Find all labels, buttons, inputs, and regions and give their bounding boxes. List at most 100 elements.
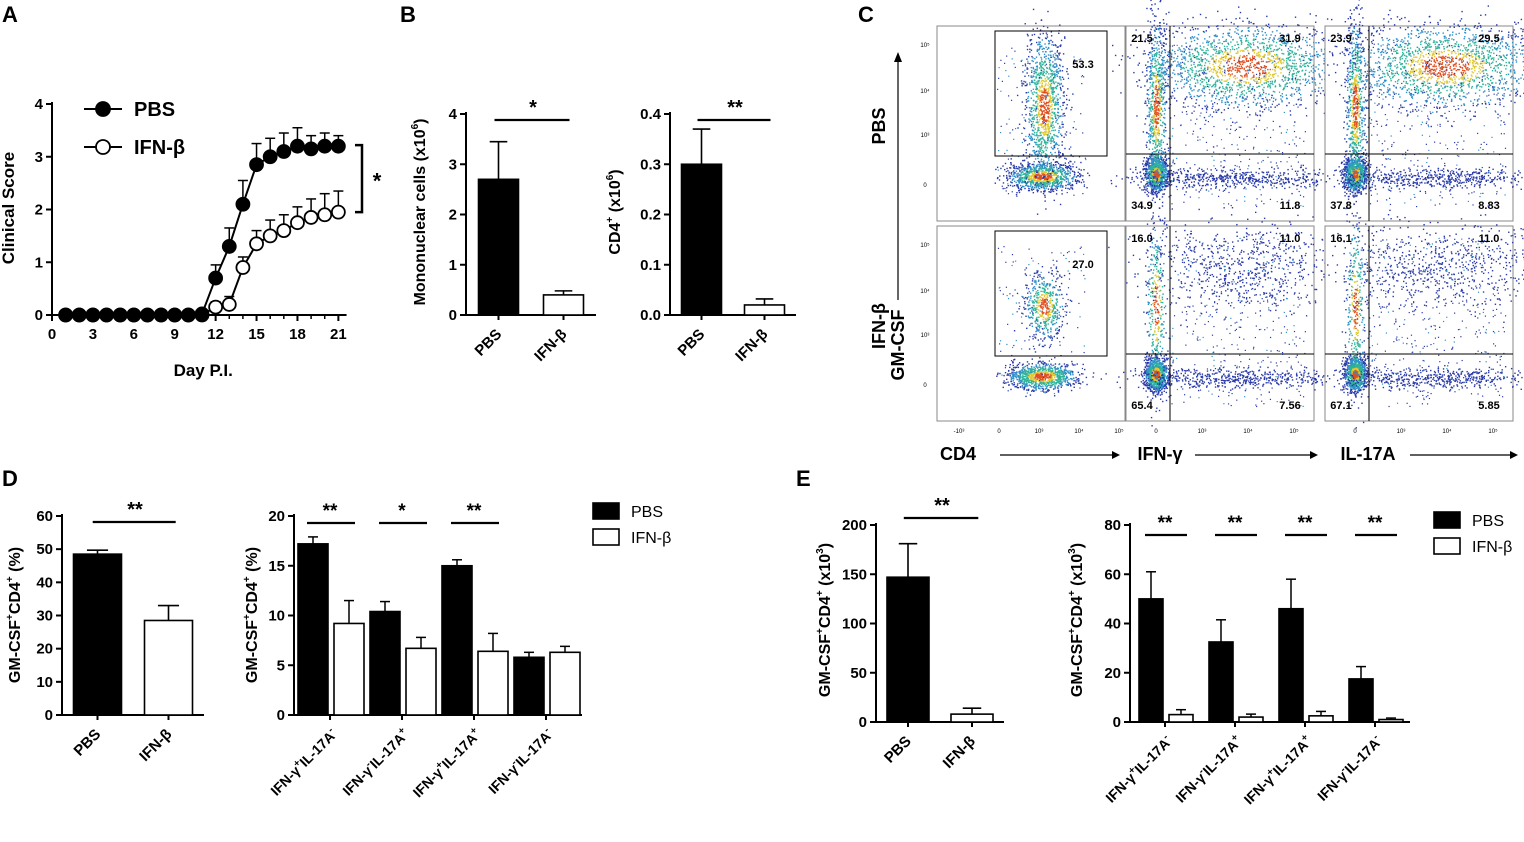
event-dot bbox=[1151, 129, 1154, 131]
event-dot bbox=[1150, 169, 1153, 171]
event-dot bbox=[1035, 141, 1038, 144]
event-dot bbox=[1047, 91, 1049, 93]
event-dot bbox=[1034, 152, 1036, 154]
event-dot bbox=[1151, 167, 1153, 169]
event-dot bbox=[1161, 74, 1163, 77]
event-dot bbox=[1165, 168, 1168, 170]
event-dot bbox=[1040, 94, 1043, 96]
event-dot bbox=[1241, 61, 1244, 63]
event-dot bbox=[1262, 28, 1265, 30]
event-dot bbox=[1143, 185, 1145, 187]
event-dot bbox=[1149, 180, 1152, 182]
event-dot bbox=[1156, 58, 1159, 61]
event-dot bbox=[1205, 77, 1208, 80]
event-dot bbox=[1055, 114, 1057, 116]
event-dot bbox=[1160, 86, 1162, 88]
event-dot bbox=[1148, 113, 1151, 116]
event-dot bbox=[1148, 111, 1150, 113]
event-dot bbox=[1055, 87, 1058, 90]
event-dot bbox=[1154, 75, 1156, 77]
event-dot bbox=[1049, 86, 1051, 89]
event-dot bbox=[1154, 146, 1156, 149]
event-dot bbox=[1157, 67, 1160, 70]
event-dot bbox=[1040, 142, 1043, 144]
event-dot bbox=[1150, 183, 1152, 185]
event-dot bbox=[1047, 188, 1050, 190]
event-dot bbox=[1198, 70, 1201, 72]
event-dot bbox=[1244, 48, 1246, 50]
event-dot bbox=[1145, 67, 1148, 69]
event-dot bbox=[1022, 64, 1024, 67]
event-dot bbox=[1162, 89, 1165, 91]
event-dot bbox=[1150, 186, 1152, 188]
event-dot bbox=[1038, 182, 1041, 185]
event-dot bbox=[1178, 47, 1180, 49]
event-dot bbox=[1022, 165, 1024, 167]
event-dot bbox=[1156, 49, 1159, 51]
event-dot bbox=[1009, 184, 1012, 187]
event-dot bbox=[1224, 74, 1226, 77]
event-dot bbox=[1159, 102, 1161, 104]
event-dot bbox=[1160, 28, 1162, 30]
event-dot bbox=[1027, 185, 1030, 188]
event-dot bbox=[1280, 58, 1282, 61]
event-dot bbox=[1319, 92, 1322, 95]
event-dot bbox=[1155, 154, 1157, 157]
event-dot bbox=[1036, 107, 1038, 110]
event-dot bbox=[1184, 26, 1186, 29]
event-dot bbox=[1030, 90, 1033, 92]
event-dot bbox=[1056, 185, 1059, 188]
event-dot bbox=[1044, 124, 1046, 126]
event-dot bbox=[1041, 171, 1044, 174]
event-dot bbox=[1064, 36, 1066, 38]
event-dot bbox=[1039, 29, 1042, 31]
event-dot bbox=[1080, 76, 1083, 78]
event-dot bbox=[1038, 112, 1040, 115]
event-dot bbox=[1016, 174, 1018, 177]
event-dot bbox=[1051, 90, 1054, 92]
event-dot bbox=[1154, 26, 1157, 29]
event-dot bbox=[1049, 151, 1052, 154]
event-dot bbox=[1054, 147, 1056, 149]
event-dot bbox=[1162, 161, 1165, 164]
event-dot bbox=[1163, 135, 1166, 138]
event-dot bbox=[1184, 56, 1186, 58]
event-dot bbox=[1153, 92, 1156, 94]
event-dot bbox=[1236, 32, 1238, 34]
event-dot bbox=[1013, 138, 1015, 140]
event-dot bbox=[1266, 15, 1268, 18]
event-dot bbox=[1200, 56, 1202, 59]
event-dot bbox=[1306, 44, 1308, 47]
event-dot bbox=[1273, 64, 1275, 67]
event-dot bbox=[1303, 63, 1305, 65]
event-dot bbox=[1054, 182, 1057, 184]
event-dot bbox=[1035, 165, 1038, 167]
event-dot bbox=[1180, 62, 1182, 64]
event-dot bbox=[1013, 178, 1015, 180]
event-dot bbox=[1025, 177, 1028, 179]
event-dot bbox=[1253, 35, 1255, 37]
event-dot bbox=[1040, 80, 1043, 82]
event-dot bbox=[1278, 37, 1280, 40]
event-dot bbox=[1040, 99, 1042, 101]
event-dot bbox=[1314, 82, 1317, 84]
event-dot bbox=[1064, 157, 1066, 159]
event-dot bbox=[1065, 177, 1067, 179]
event-dot bbox=[1162, 83, 1165, 86]
event-dot bbox=[1031, 107, 1034, 109]
event-dot bbox=[1187, 60, 1189, 63]
event-dot bbox=[1158, 79, 1160, 81]
event-dot bbox=[1026, 58, 1028, 60]
event-dot bbox=[1038, 48, 1041, 51]
event-dot bbox=[1057, 108, 1059, 111]
event-dot bbox=[1145, 178, 1148, 180]
event-dot bbox=[1067, 181, 1070, 183]
event-dot bbox=[1165, 85, 1168, 87]
event-dot bbox=[1033, 124, 1035, 127]
event-dot bbox=[1064, 179, 1066, 181]
event-dot bbox=[1152, 47, 1154, 50]
event-dot bbox=[1021, 85, 1023, 87]
event-dot bbox=[1028, 179, 1030, 181]
event-dot bbox=[1057, 117, 1060, 119]
event-dot bbox=[1067, 170, 1070, 172]
